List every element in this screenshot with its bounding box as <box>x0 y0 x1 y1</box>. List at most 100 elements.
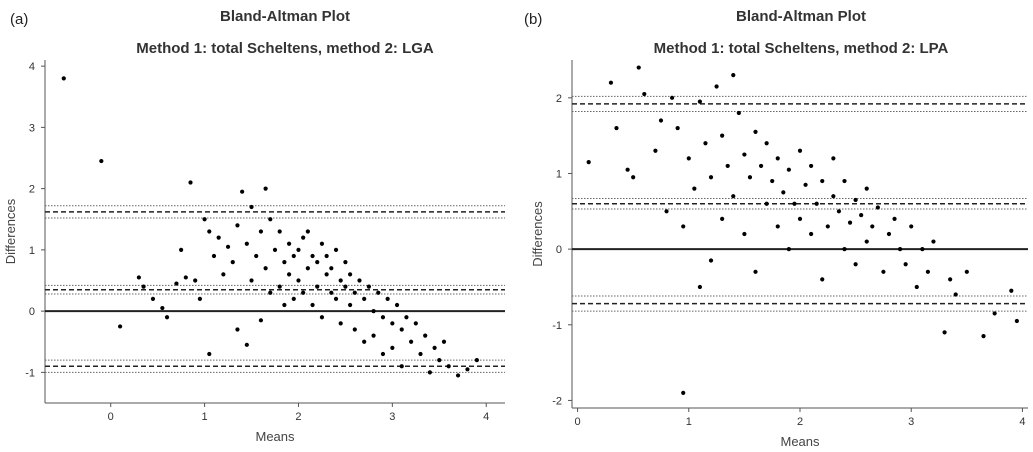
x-tick-label: 3 <box>389 411 395 423</box>
data-point <box>820 277 825 282</box>
data-point <box>338 278 343 283</box>
x-tick-label: 0 <box>108 411 114 423</box>
data-point <box>653 148 658 153</box>
data-point <box>642 91 647 97</box>
data-point <box>814 201 819 206</box>
data-point <box>437 358 442 363</box>
data-point <box>211 253 217 259</box>
data-point <box>836 209 842 214</box>
data-point <box>310 253 315 259</box>
data-point <box>764 201 769 206</box>
y-tick-label: 3 <box>29 122 35 134</box>
data-point <box>881 269 886 274</box>
data-point <box>586 160 591 165</box>
data-point <box>319 241 325 246</box>
data-point <box>909 224 914 229</box>
data-point <box>446 364 451 369</box>
chart-subtitle: Method 1: total Scheltens, method 2: LPA <box>654 40 949 57</box>
data-point <box>720 216 725 221</box>
data-point <box>708 258 714 263</box>
data-point <box>160 305 165 311</box>
data-point <box>892 216 897 221</box>
data-point <box>362 296 367 301</box>
data-point <box>263 266 268 271</box>
data-point <box>235 327 240 332</box>
data-point <box>286 272 292 277</box>
data-point <box>240 189 245 194</box>
data-point <box>286 241 292 246</box>
data-point <box>953 292 958 297</box>
data-point <box>150 296 156 301</box>
data-point <box>669 95 675 100</box>
data-point <box>432 345 437 350</box>
data-point <box>775 156 780 161</box>
data-point <box>348 272 353 277</box>
data-point <box>964 269 969 274</box>
data-point <box>249 204 254 210</box>
data-point <box>390 345 395 350</box>
data-point <box>291 253 296 259</box>
data-point <box>380 315 386 320</box>
data-point <box>216 235 221 240</box>
data-point <box>282 302 287 308</box>
data-point <box>268 217 273 222</box>
data-point <box>399 327 404 332</box>
data-point <box>658 118 664 123</box>
data-point <box>207 351 212 357</box>
data-point <box>301 235 306 240</box>
data-point <box>188 180 193 185</box>
data-point <box>193 278 198 283</box>
data-point <box>725 163 730 169</box>
data-point <box>886 231 892 237</box>
data-point <box>305 229 310 234</box>
data-point <box>809 163 814 169</box>
data-point <box>385 296 390 301</box>
data-point <box>423 333 428 338</box>
data-point <box>254 253 259 259</box>
data-point <box>742 231 747 237</box>
data-point <box>764 141 769 146</box>
data-point <box>731 194 736 199</box>
data-point <box>136 275 141 280</box>
data-point <box>847 220 853 225</box>
data-point <box>731 73 736 78</box>
data-point <box>221 272 226 277</box>
x-tick-label: 1 <box>686 416 692 428</box>
data-point <box>875 205 880 210</box>
data-point <box>343 260 348 265</box>
data-point <box>249 278 254 283</box>
data-point <box>931 239 936 244</box>
data-point <box>315 260 320 265</box>
data-point <box>842 178 847 184</box>
data-point <box>329 266 334 271</box>
y-tick-label: -2 <box>552 395 562 407</box>
data-point <box>174 281 179 286</box>
data-point <box>664 209 669 214</box>
x-tick-label: 4 <box>483 411 489 423</box>
data-point <box>282 260 287 265</box>
x-tick-label: 2 <box>797 416 803 428</box>
data-point <box>770 178 775 184</box>
data-point <box>942 330 947 335</box>
data-point <box>736 110 741 116</box>
y-tick-label: 1 <box>29 245 35 257</box>
data-point <box>992 311 997 316</box>
data-point <box>608 80 614 85</box>
data-point <box>315 284 320 289</box>
data-point <box>842 247 847 252</box>
data-point <box>164 315 170 320</box>
data-point <box>853 262 858 267</box>
data-point <box>376 290 381 295</box>
data-point <box>636 65 641 70</box>
data-point <box>792 201 797 206</box>
y-tick-label: 1 <box>556 168 562 180</box>
chart-title: Bland-Altman Plot <box>220 8 350 25</box>
data-point <box>831 156 836 161</box>
data-point <box>775 224 780 229</box>
data-point <box>925 269 931 274</box>
x-axis-label: Means <box>255 429 295 444</box>
chart-title: Bland-Altman Plot <box>736 8 866 25</box>
data-point <box>809 231 814 237</box>
data-point <box>207 229 212 234</box>
data-point <box>390 321 395 326</box>
